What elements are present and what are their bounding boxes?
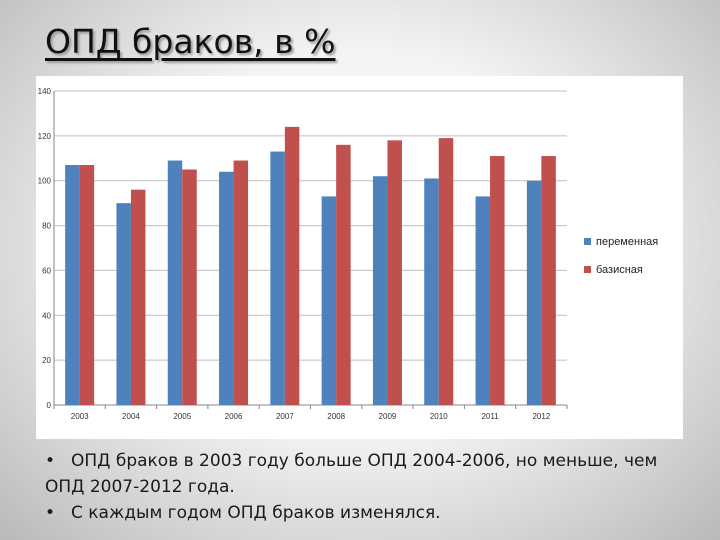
x-tick-label: 2006: [225, 412, 243, 421]
y-tick-label: 60: [42, 266, 51, 275]
bar-базисная: [284, 126, 300, 405]
bar-переменная: [526, 180, 542, 405]
legend-label: базисная: [596, 264, 643, 276]
y-tick-label: 20: [42, 356, 51, 365]
bar-переменная: [116, 203, 131, 405]
bar-базисная: [79, 165, 95, 405]
bar-базисная: [541, 156, 556, 405]
bar-переменная: [219, 171, 234, 405]
y-tick-label: 100: [38, 177, 52, 186]
bar-chart: 0 20 40 60 80 100 120 140 2003 2004 2005 2006 2007 20…: [38, 87, 659, 421]
y-tick-label: 80: [42, 222, 51, 231]
bullet-item: • С каждым годом ОПД браков изменялся.: [45, 500, 685, 526]
x-tick-label: 2004: [122, 412, 140, 421]
slide-title: ОПД браков, в %: [45, 22, 336, 61]
x-tick-label: 2003: [71, 412, 89, 421]
legend-label: переменная: [596, 236, 658, 248]
x-tick-label: 2007: [276, 412, 294, 421]
y-tick-label: 0: [47, 401, 52, 410]
x-tick-label: 2012: [532, 412, 550, 421]
bullet-list: • ОПД браков в 2003 году больше ОПД 2004-…: [45, 448, 685, 526]
bar-базисная: [233, 160, 249, 405]
bar-базисная: [387, 140, 402, 405]
bullet-item: • ОПД браков в 2003 году больше ОПД 2004-…: [45, 448, 685, 500]
y-tick-label: 40: [42, 311, 51, 320]
bar-базисная: [182, 169, 197, 405]
legend-swatch: [584, 266, 591, 273]
bar-переменная: [372, 176, 388, 405]
bar-базисная: [490, 156, 505, 405]
x-tick-label: 2008: [327, 412, 345, 421]
bar-переменная: [167, 160, 183, 405]
x-tick-label: 2009: [379, 412, 397, 421]
bar-переменная: [321, 196, 337, 405]
bar-базисная: [336, 144, 351, 405]
chart-panel: 0 20 40 60 80 100 120 140 2003 2004 2005 2006 2007 20…: [36, 76, 683, 439]
bar-переменная: [270, 151, 285, 405]
bullet-text: ОПД браков в 2003 году больше ОПД 2004-2…: [45, 451, 658, 497]
bullet-marker: •: [45, 503, 56, 523]
y-tick-label: 120: [38, 132, 52, 141]
x-tick-label: 2010: [430, 412, 448, 421]
bar-базисная: [438, 138, 454, 405]
x-tick-label: 2005: [173, 412, 191, 421]
bullet-text: С каждым годом ОПД браков изменялся.: [71, 503, 441, 523]
x-tick-label: 2011: [481, 412, 499, 421]
bar-переменная: [65, 165, 80, 405]
bar-переменная: [424, 178, 439, 405]
y-tick-label: 140: [38, 87, 52, 96]
bar-переменная: [475, 196, 491, 405]
bar-базисная: [130, 189, 146, 405]
bullet-marker: •: [45, 451, 56, 471]
legend-swatch: [584, 238, 591, 245]
